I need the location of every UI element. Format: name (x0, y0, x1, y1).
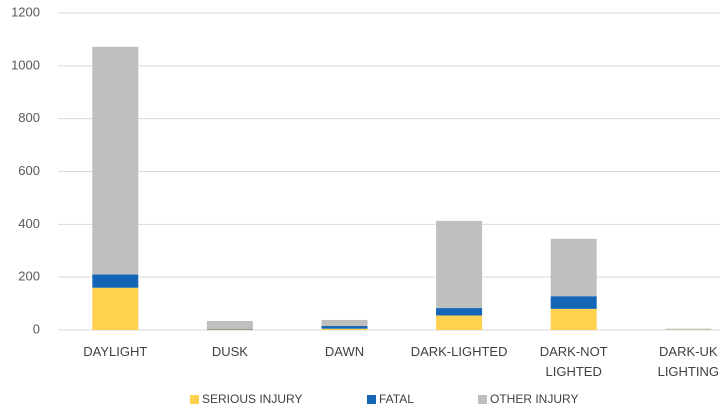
legend-swatch (367, 394, 376, 404)
bar-segment (436, 308, 483, 316)
x-tick-label: DAYLIGHT (83, 344, 148, 359)
bar-segment (92, 274, 139, 288)
bar-segment (665, 328, 712, 330)
bar-segment (206, 321, 253, 329)
bar-segment (321, 319, 368, 327)
y-tick-label: 1200 (11, 4, 40, 19)
y-tick-label: 800 (18, 110, 40, 125)
legend-label: SERIOUS INJURY (202, 392, 303, 406)
legend-item: OTHER INJURY (478, 392, 578, 406)
legend-item: FATAL (367, 392, 414, 406)
legend-swatch (478, 394, 487, 404)
x-tick-label: DARK-LIGHTED (410, 344, 508, 359)
bar-segment (92, 46, 139, 275)
legend-label: OTHER INJURY (490, 392, 579, 406)
bar-segment (92, 287, 139, 330)
bar-segment (550, 238, 597, 297)
y-tick-label: 0 (33, 321, 40, 336)
bar-segment (206, 328, 253, 330)
bar-segment (550, 296, 597, 309)
y-tick-label: 400 (18, 216, 40, 231)
y-tick-label: 1000 (11, 57, 40, 72)
bar-segment (321, 328, 368, 330)
x-tick-label: DUSK (211, 344, 248, 359)
bar-segment (321, 326, 368, 329)
x-tick-label: DARK-UK LIGHTING (657, 344, 719, 379)
bar-segment (436, 315, 483, 330)
legend-label: FATAL (379, 392, 414, 406)
x-tick-label: DARK-NOT LIGHTED (539, 344, 608, 379)
legend-item: SERIOUS INJURY (190, 392, 302, 406)
y-tick-label: 600 (18, 163, 40, 178)
y-tick-label: 200 (18, 269, 40, 284)
bar-segment (206, 329, 253, 330)
x-tick-label: DAWN (324, 344, 365, 359)
legend-swatch (190, 394, 199, 404)
bar-segment (436, 220, 483, 309)
bar-segment (550, 308, 597, 330)
